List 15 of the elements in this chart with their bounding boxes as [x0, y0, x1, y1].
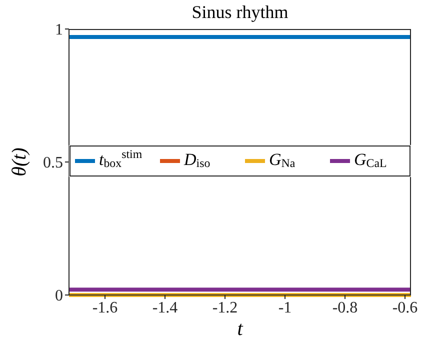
x-tick-label: -1.6: [92, 299, 118, 316]
legend-label: D$_{iso}$: [183, 150, 210, 170]
legend-label: G$_{CaL}$: [354, 150, 387, 170]
x-tick-label: -0.8: [332, 299, 358, 316]
y-tick-label: 1: [55, 22, 63, 39]
x-tick-label: -1.2: [212, 299, 238, 316]
chart-title: Sinus rhythm: [190, 2, 290, 23]
x-axis-title: t: [236, 318, 244, 341]
legend-label: G$_{Na}$: [269, 150, 296, 170]
y-tick-label: 0: [55, 288, 63, 305]
x-tick-label: -1: [278, 299, 292, 316]
y-tick-label: 0.5: [43, 154, 63, 172]
x-tick-label: -0.6: [392, 299, 418, 316]
y-axis-title: θ(t): [8, 148, 32, 176]
x-tick-label: -1.4: [152, 299, 178, 316]
